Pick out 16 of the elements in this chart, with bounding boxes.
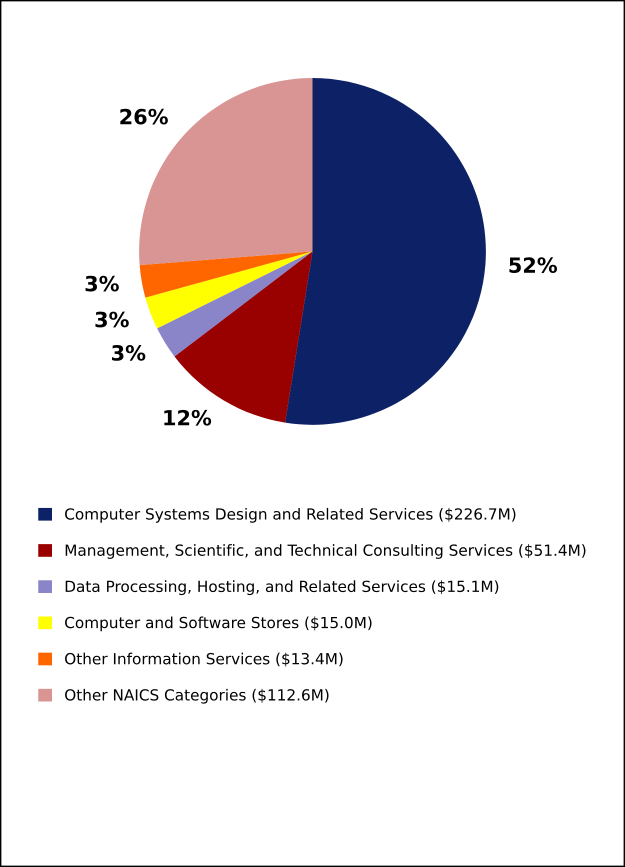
legend-label: Management, Scientific, and Technical Consulting Services ($51.4M): [66, 544, 586, 559]
data-label: 52%: [509, 257, 558, 274]
legend-label: Computer and Software Stores ($15.0M): [65, 616, 372, 632]
pie-slice: [285, 78, 486, 425]
data-label: 26%: [120, 108, 168, 125]
data-label: 3%: [112, 345, 146, 361]
legend-label: Computer Systems Design and Related Services ($226.7M): [65, 508, 516, 523]
pie-slice: [145, 251, 312, 328]
legend-label: Data Processing, Hosting, and Related Services ($15.1M): [66, 580, 498, 596]
legend-label: Other Information Services ($13.4M): [65, 652, 343, 667]
pie-slice: [157, 251, 312, 356]
data-label: 3%: [86, 276, 119, 292]
data-label: 12%: [164, 410, 212, 426]
legend-label: Other NAICS Categories ($112.6M): [65, 688, 329, 704]
data-label: 3%: [95, 312, 129, 328]
pie-slice: [140, 251, 312, 298]
